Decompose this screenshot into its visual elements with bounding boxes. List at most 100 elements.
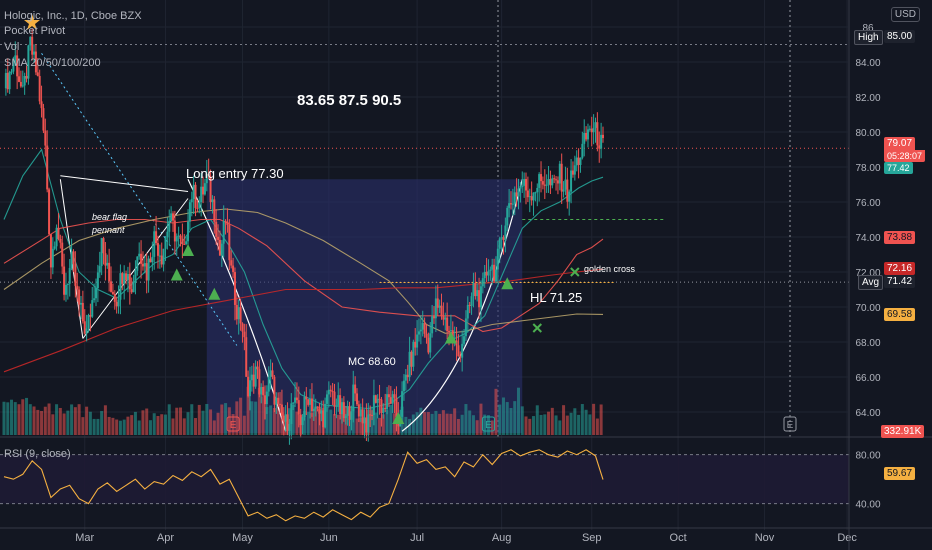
volume-bar [6,402,10,435]
last-price-tag: 79.07 [884,137,916,150]
candle-body [320,410,323,414]
volume-bar [36,409,40,435]
candle-body [543,184,546,186]
candle-body [239,307,242,324]
volume-bar [167,404,171,435]
month-label: Dec [837,532,857,544]
legend-volume[interactable]: Vol [4,41,20,53]
candle-body [149,258,152,263]
candle-body [325,394,328,404]
candle-body [333,391,336,407]
sma200-tag: 69.58 [884,308,916,321]
candle-body [36,72,39,76]
candle-body [192,184,195,200]
candle-body [265,391,268,405]
volume-bar [100,411,104,435]
candle-body [76,285,79,290]
candle-body [156,243,159,256]
candle-body [14,55,17,65]
symbol-title[interactable]: Hologic, Inc., 1D, Cboe BZX [4,10,142,22]
volume-bar [17,404,21,435]
candle-body [474,283,477,297]
volume-bar [141,410,145,435]
candle-body [230,260,233,266]
volume-bar [453,408,457,435]
volume-layer [2,386,603,435]
volume-bar [175,407,179,435]
candle-body [389,397,392,404]
candle-body [406,374,409,378]
legend-sma[interactable]: SMA 20/50/100/200 [4,57,101,69]
volume-bar [227,407,231,435]
volume-bar [224,403,228,435]
candle-body [318,406,321,414]
price-tick-label: 80.00 [855,128,880,139]
candle-body [134,270,137,283]
candle-body [18,76,21,82]
candle-body [478,290,481,308]
volume-bar [479,403,483,435]
legend-rsi[interactable]: RSI (9, close) [4,448,71,460]
pennant-annotation: pennant [92,225,125,235]
volume-bar [378,417,382,435]
volume-bar [73,407,77,435]
month-label: Apr [157,532,174,544]
candle-body [213,199,216,222]
candle-body [429,333,432,353]
candle-body [91,300,94,317]
month-label: May [232,532,253,544]
price-tick-label: 70.00 [855,303,880,314]
candle-body [226,221,229,225]
volume-bar [550,407,554,435]
candle-body [487,270,490,276]
volume-bar [133,411,137,435]
volume-bar [254,401,258,435]
currency-badge[interactable]: USD [890,7,920,22]
candle-body [558,163,561,184]
volume-bar [520,406,524,435]
candle-body [581,143,584,158]
volume-bar [85,406,89,435]
candle-body [279,403,282,405]
candle-body [175,236,178,242]
candle-body [309,398,312,405]
candle-body [303,396,306,418]
candle-body [8,71,11,90]
candle-body [284,414,287,422]
candle-body [12,64,15,72]
volume-bar [163,414,167,435]
candle-body [433,316,436,319]
volume-bar [302,411,306,435]
candle-body [530,196,533,201]
price-tick-label: 86 [862,23,874,34]
candle-body [579,157,582,165]
candle-body [384,407,387,410]
candle-body [185,241,188,245]
rsi-tick-label: 80.00 [855,451,880,462]
volume-bar [562,405,566,435]
price-tick-label: 76.00 [855,198,880,209]
golden-cross-annotation: golden cross [584,264,636,274]
candle-body [264,395,267,405]
candle-body [57,227,60,239]
volume-bar [246,386,250,435]
candle-body [344,415,347,419]
candle-body [425,333,428,338]
volume-bar [554,415,558,435]
volume-bar [415,412,419,435]
volume-bar [231,414,235,435]
candle-body [16,55,19,77]
candle-body [44,130,47,146]
candle-body [128,273,131,290]
volume-bar [2,401,6,435]
pocket-pivot-marker [182,244,195,256]
volume-bar [28,404,32,435]
legend-pocket-pivot[interactable]: Pocket Pivot [4,25,66,37]
candle-body [380,399,383,413]
candle-body [42,108,45,131]
volume-bar [272,407,276,435]
candle-body [545,184,548,186]
candle-body [271,370,274,377]
